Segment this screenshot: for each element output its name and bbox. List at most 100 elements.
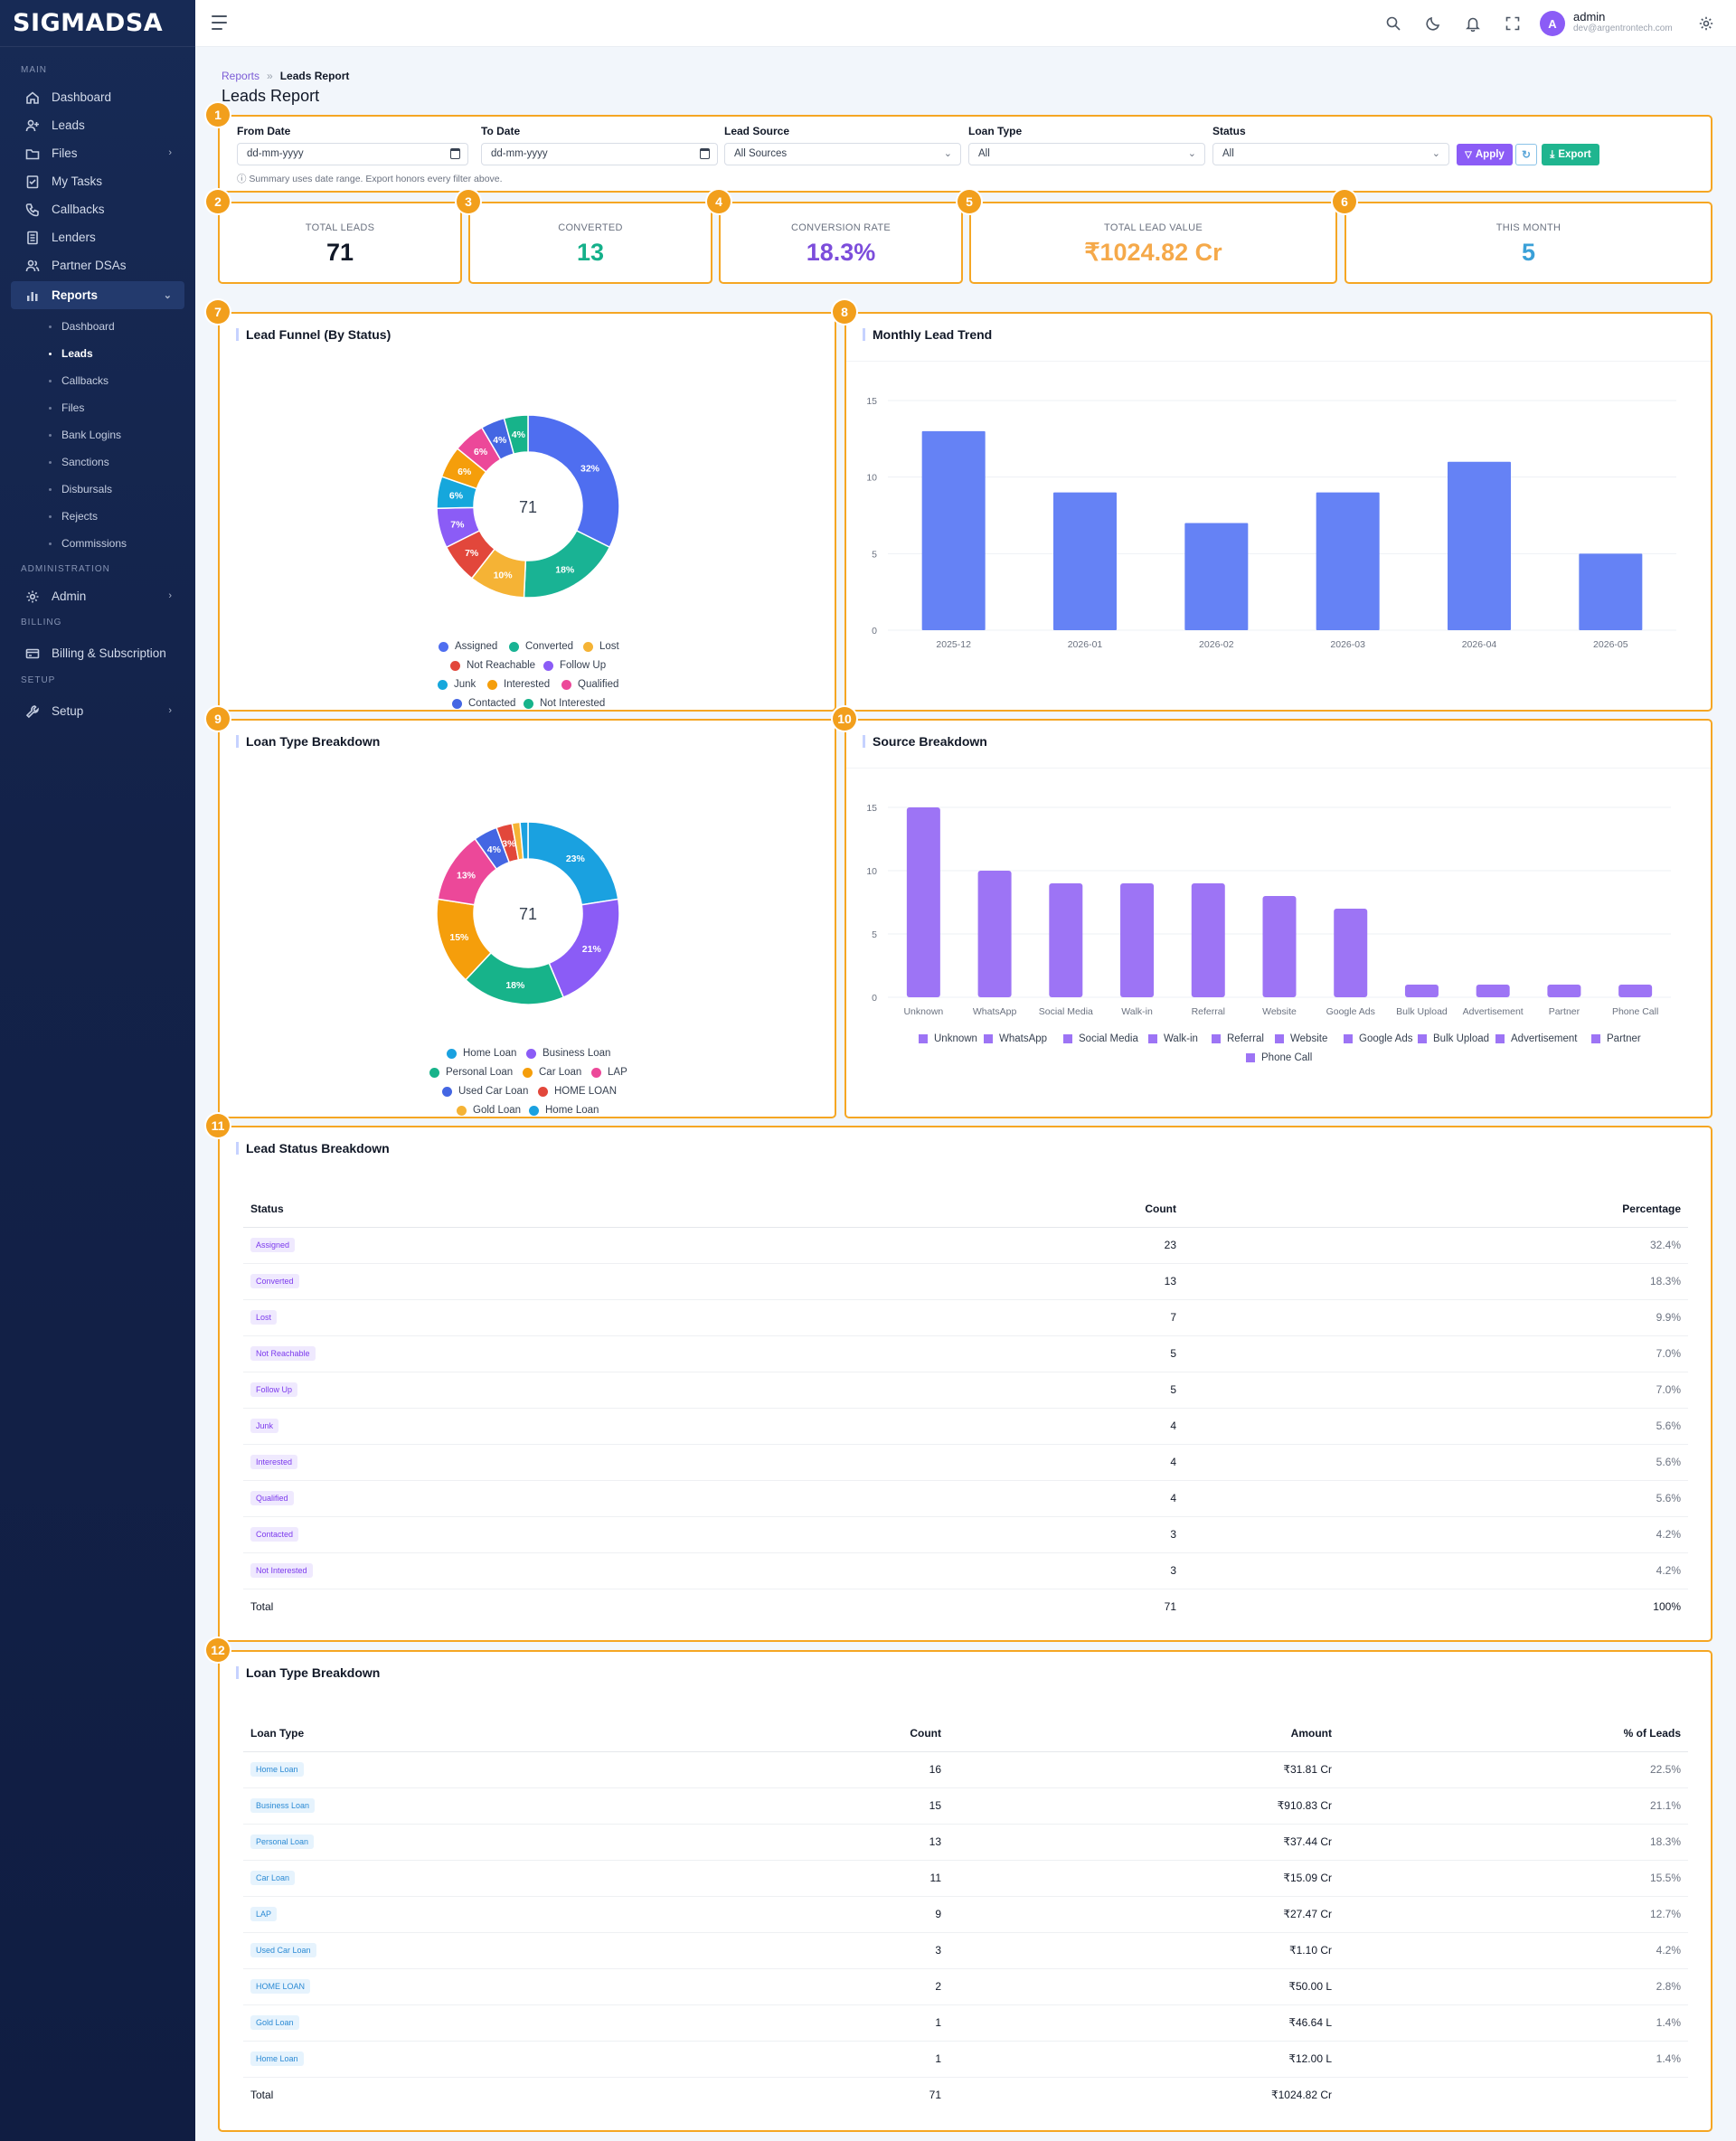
export-button[interactable]: ⤓ Export [1542,144,1599,165]
sub-item-dashboard[interactable]: Dashboard [0,313,195,340]
percent-leads-cell: 21.1% [1339,1787,1688,1825]
bar-whatsapp[interactable] [977,871,1012,997]
breadcrumb: Reports » Leads Report [222,70,349,82]
legend-swatch [447,1048,457,1059]
legend-label: Follow Up [560,660,607,671]
legend-label: Not Interested [540,698,606,709]
calendar-icon [700,148,710,159]
status-badge: Converted [250,1274,299,1288]
sidebar-item-files[interactable]: Files › [0,139,195,167]
legend-swatch [1246,1053,1255,1062]
bar-2026-01[interactable] [1053,492,1117,630]
legend-follow-up: Follow Up [543,660,606,671]
bar-2026-02[interactable] [1184,523,1249,630]
brand-logo[interactable]: SIGMADSA [0,0,195,47]
sub-item-commissions[interactable]: Commissions [0,530,195,557]
legend-swatch [984,1034,993,1043]
from-date-input[interactable]: dd-mm-yyyy [237,143,468,165]
table-row: Personal Loan 13 ₹37.44 Cr 18.3% [243,1824,1688,1861]
legend-swatch [1344,1034,1353,1043]
bar-social-media[interactable] [1049,883,1083,997]
bar-2026-05[interactable] [1579,553,1643,630]
sidebar-item-lenders[interactable]: Lenders [0,223,195,251]
sub-item-sanctions[interactable]: Sanctions [0,448,195,476]
menu-toggle-icon[interactable] [212,15,227,34]
bar-google-ads[interactable] [1334,909,1368,997]
fullscreen-icon[interactable] [1505,15,1521,32]
x-tick-label: 2026-01 [1068,639,1103,650]
card-title: Monthly Lead Trend [863,328,992,341]
bell-icon[interactable] [1465,15,1481,33]
status-select[interactable]: All ⌄ [1212,143,1449,165]
bar-2026-04[interactable] [1448,461,1511,630]
slice-label: 23% [566,854,586,864]
sub-item-leads[interactable]: Leads [0,340,195,367]
bar-bulk-upload[interactable] [1404,985,1439,997]
sidebar-item-setup[interactable]: Setup › [0,697,195,725]
sidebar-item-dashboard[interactable]: Dashboard [0,83,195,111]
bar-website[interactable] [1262,896,1297,997]
legend-swatch [487,679,497,690]
x-tick-label: Social Media [1039,1006,1093,1017]
bar-2025-12[interactable] [921,430,986,630]
bar-2026-03[interactable] [1316,492,1380,630]
loan-type-donut: 23% 21% 18% 15% 13% 4%3% 71 [436,821,620,1005]
legend-label: HOME LOAN [554,1086,618,1097]
lead-source-select[interactable]: All Sources ⌄ [724,143,961,165]
sub-item-rejects[interactable]: Rejects [0,503,195,530]
sidebar-item-admin[interactable]: Admin › [0,582,195,610]
bar-referral[interactable] [1191,883,1225,997]
sub-item-disbursals[interactable]: Disbursals [0,476,195,503]
marker-badge: 3 [457,190,480,213]
x-tick-label: Referral [1192,1006,1225,1017]
donut-slice-not-interested-9[interactable] [503,414,529,456]
legend-label: Lost [599,641,619,652]
legend-label: Home Loan [545,1105,599,1116]
donut-slice-assigned-0[interactable] [527,414,620,549]
table-row: Contacted 3 4.2% [243,1516,1688,1553]
slice-label: 10% [494,571,514,581]
avatar[interactable]: A [1540,11,1565,36]
sub-item-callbacks[interactable]: Callbacks [0,367,195,394]
bar-phone-call[interactable] [1618,985,1653,997]
loan-type-select[interactable]: All ⌄ [968,143,1205,165]
legend-label: Social Media [1079,1033,1138,1044]
breadcrumb-reports-link[interactable]: Reports [222,70,260,82]
sidebar-item-billing[interactable]: Billing & Subscription [0,639,195,667]
sidebar-item-leads[interactable]: Leads [0,111,195,139]
search-icon[interactable] [1385,15,1401,32]
sidebar-item-callbacks[interactable]: Callbacks [0,195,195,223]
card-divider [846,768,1711,769]
percent-leads-cell: 2.8% [1339,1968,1688,2005]
percent-leads-cell: 4.2% [1339,1932,1688,1969]
sub-item-bank-logins[interactable]: Bank Logins [0,421,195,448]
marker-badge: 11 [206,1114,230,1137]
settings-gear-icon[interactable] [1698,15,1714,32]
percent-leads-cell: 18.3% [1339,1824,1688,1861]
x-tick-label: Advertisement [1463,1006,1524,1017]
download-icon: ⤓ [1550,148,1555,160]
sidebar-item-reports[interactable]: Reports ⌄ [11,281,184,309]
loan-type-value: All [978,148,990,159]
sub-item-files[interactable]: Files [0,394,195,421]
reset-button[interactable]: ↻ [1515,144,1537,165]
legend-qualified: Qualified [561,679,618,690]
sidebar-item-my-tasks[interactable]: My Tasks [0,167,195,195]
sidebar-item-partner-dsas[interactable]: Partner DSAs [0,251,195,279]
x-tick-label: Partner [1549,1006,1580,1017]
bar-partner[interactable] [1547,985,1581,997]
legend-swatch [523,1067,533,1078]
percentage-cell: 5.6% [1184,1408,1688,1445]
bar-unknown[interactable] [906,807,940,997]
sidebar-item-label: Partner DSAs [52,259,127,272]
to-date-input[interactable]: dd-mm-yyyy [481,143,718,165]
amount-cell: ₹46.64 L [948,2004,1339,2042]
apply-button[interactable]: ▽ Apply [1457,144,1513,165]
bar-walk-in[interactable] [1120,883,1155,997]
legend-swatch [1418,1034,1427,1043]
loan-type-badge: HOME LOAN [250,1979,311,1994]
moon-icon[interactable] [1425,15,1441,32]
legend-partner: Partner [1591,1033,1641,1044]
bar-advertisement[interactable] [1476,985,1510,997]
donut-slice-home-loan-8[interactable] [519,821,529,861]
